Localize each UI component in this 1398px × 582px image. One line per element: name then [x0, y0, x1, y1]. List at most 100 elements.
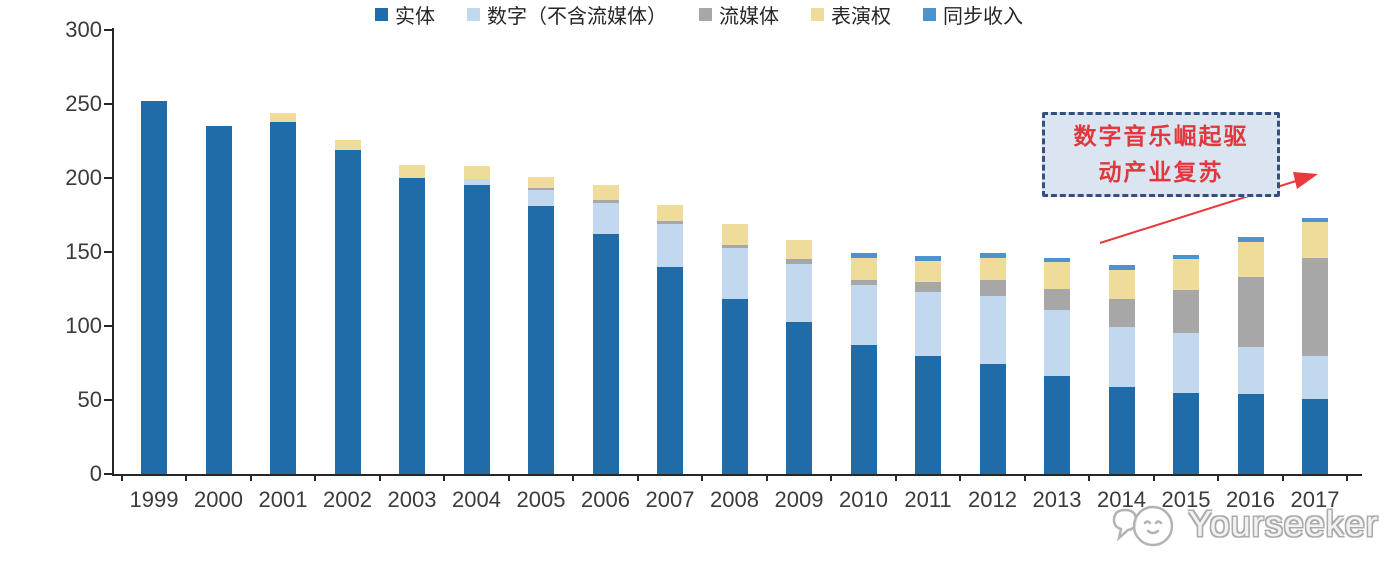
bar-segment-数字（不含流媒体）	[1173, 333, 1199, 393]
y-axis-label: 100	[65, 313, 102, 338]
bar-segment-流媒体	[1044, 289, 1070, 310]
bar-segment-数字（不含流媒体）	[1108, 327, 1135, 387]
bar-segment-同步收入	[1173, 254, 1199, 260]
annotation-line-2: 动产业复苏	[1098, 159, 1224, 185]
y-axis-tick	[104, 29, 112, 31]
legend-label: 流媒体	[719, 6, 779, 28]
bar-segment-实体	[915, 355, 941, 474]
x-axis-label: 2007	[645, 487, 695, 512]
bar-segment-表演权	[1108, 269, 1135, 300]
x-axis-tick	[959, 474, 962, 481]
bar-segment-表演权	[592, 185, 619, 201]
x-axis-tick	[1217, 474, 1220, 481]
bar-segment-表演权	[334, 139, 361, 150]
y-axis-label: 250	[65, 91, 102, 116]
bar-segment-同步收入	[1237, 237, 1264, 242]
bar-segment-数字（不含流媒体）	[657, 223, 683, 267]
x-axis-tick	[636, 474, 639, 481]
bar-segment-表演权	[399, 164, 425, 178]
x-axis-label: 2017	[1290, 487, 1340, 512]
x-axis-label: 2015	[1161, 487, 1211, 512]
bar-segment-流媒体	[1302, 257, 1328, 356]
bar-segment-表演权	[657, 204, 683, 221]
legend-label: 同步收入	[943, 6, 1023, 28]
bar-segment-同步收入	[1044, 257, 1070, 263]
x-axis-tick	[765, 474, 768, 481]
bar-segment-实体	[334, 149, 361, 474]
y-axis-tick	[104, 103, 112, 105]
x-axis	[112, 474, 1362, 476]
x-axis-tick	[1346, 474, 1349, 481]
bar-segment-流媒体	[1108, 299, 1135, 328]
yourseeker-logo-icon	[1112, 505, 1174, 547]
y-axis-label: 300	[65, 17, 102, 42]
y-axis-label: 0	[89, 461, 102, 486]
x-axis-tick	[1281, 474, 1284, 481]
bar-segment-流媒体	[915, 281, 941, 292]
bar-segment-同步收入	[1108, 265, 1135, 270]
bar-segment-实体	[657, 266, 683, 474]
x-axis-tick	[894, 474, 897, 481]
y-axis-label: 50	[77, 387, 102, 412]
y-axis-tick	[104, 177, 112, 179]
bar-segment-数字（不含流媒体）	[786, 263, 812, 322]
bar-segment-流媒体	[786, 259, 812, 264]
x-axis-label: 2000	[194, 487, 243, 512]
legend-swatch-icon	[699, 8, 712, 21]
x-axis-tick	[443, 474, 446, 481]
legend-swatch-icon	[375, 8, 388, 21]
bar-segment-表演权	[1044, 262, 1070, 289]
legend-swatch-icon	[811, 8, 824, 21]
x-axis-label: 2010	[839, 487, 888, 512]
y-axis-tick	[104, 251, 112, 253]
legend-item-流媒体: 流媒体	[699, 0, 779, 29]
x-axis-label: 2003	[387, 487, 437, 512]
bar-segment-实体	[1173, 392, 1199, 474]
bar-segment-数字（不含流媒体）	[1044, 309, 1070, 377]
legend-item-实体: 实体	[375, 0, 435, 29]
bar-segment-同步收入	[850, 253, 877, 258]
x-axis-label: 2008	[710, 487, 759, 512]
arrow-head-icon	[1293, 172, 1318, 189]
bar-segment-数字（不含流媒体）	[592, 203, 619, 235]
bar-segment-数字（不含流媒体）	[850, 284, 877, 346]
bar-segment-表演权	[270, 112, 296, 122]
bar-segment-流媒体	[592, 200, 619, 204]
bar-segment-同步收入	[1302, 217, 1328, 223]
bar-segment-流媒体	[721, 244, 748, 248]
legend-label: 表演权	[831, 6, 891, 28]
legend: 实体 数字（不含流媒体） 流媒体 表演权 同步收入	[0, 0, 1398, 29]
legend-swatch-icon	[923, 8, 936, 21]
annotation-callout: 数字音乐崛起驱 动产业复苏	[1042, 112, 1280, 197]
bar-segment-数字（不含流媒体）	[1237, 346, 1264, 395]
legend-item-同步收入: 同步收入	[923, 0, 1023, 29]
bar-segment-流媒体	[1173, 290, 1199, 334]
x-axis-tick	[314, 474, 317, 481]
x-axis-tick	[1152, 474, 1155, 481]
bar-segment-实体	[786, 321, 812, 474]
bar-segment-实体	[1108, 386, 1135, 474]
legend-label: 数字（不含流媒体）	[487, 6, 667, 28]
x-axis-label: 2013	[1032, 487, 1082, 512]
bar-segment-表演权	[1237, 241, 1264, 278]
legend-swatch-icon	[467, 8, 480, 21]
bar-segment-数字（不含流媒体）	[721, 247, 748, 300]
bar-segment-数字（不含流媒体）	[463, 179, 490, 186]
y-axis-tick	[104, 473, 112, 475]
bar-segment-表演权	[979, 257, 1006, 281]
x-axis-label: 2004	[452, 487, 501, 512]
bar-segment-流媒体	[979, 280, 1006, 297]
legend-item-数字（不含流媒体）: 数字（不含流媒体）	[467, 0, 667, 29]
watermark-text: Yourseeker	[1188, 503, 1379, 544]
legend-label: 实体	[395, 6, 435, 28]
bar-segment-表演权	[721, 223, 748, 245]
bar-segment-实体	[1237, 394, 1264, 474]
x-axis-label: 2009	[774, 487, 824, 512]
bar-segment-实体	[1302, 398, 1328, 474]
bar-segment-表演权	[786, 240, 812, 260]
bar-segment-同步收入	[915, 256, 941, 261]
x-axis-label: 2016	[1226, 487, 1275, 512]
bar-segment-实体	[528, 206, 554, 474]
watermark: Yourseeker	[1108, 498, 1379, 550]
bar-segment-数字（不含流媒体）	[1302, 355, 1328, 399]
